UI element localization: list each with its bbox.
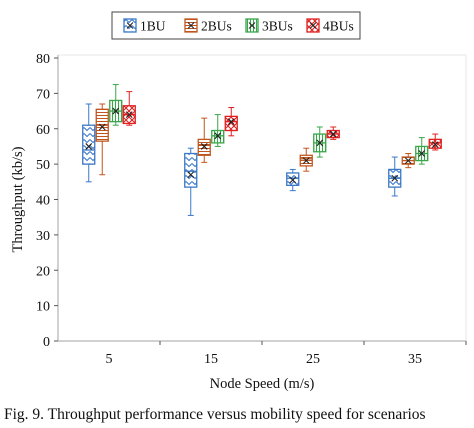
legend-mean-marker [248, 22, 256, 29]
figure-caption: Fig. 9. Throughput performance versus mo… [4, 406, 426, 423]
box-4BUs-25 [326, 126, 340, 140]
box-1BU-5 [82, 103, 96, 183]
mean-marker [329, 130, 337, 138]
box-4BUs-15 [224, 107, 238, 137]
y-axis-title: Throughput (kb/s) [10, 146, 26, 252]
y-tick-label: 20 [36, 264, 50, 279]
legend-label: 1BU [140, 19, 166, 34]
box-1BU-35 [388, 156, 402, 197]
mean-marker [289, 176, 297, 184]
legend-mean-marker [126, 22, 134, 29]
box-groups [82, 84, 442, 216]
mean-marker [391, 174, 399, 182]
mean-marker [125, 111, 133, 118]
plot-border [57, 54, 467, 342]
mean-marker [227, 118, 235, 126]
box-2BUs-15 [197, 117, 211, 163]
box-3BUs-25 [313, 126, 327, 158]
x-tick-label: 35 [408, 352, 422, 367]
y-tick-label: 60 [36, 123, 50, 138]
box-body [428, 138, 442, 149]
box-body [224, 115, 238, 132]
box-2BUs-25 [299, 147, 313, 172]
box-body [211, 129, 225, 144]
y-tick-label: 80 [36, 52, 50, 67]
legend: 1BU 2BUs 3BUs 4BUs [111, 11, 361, 40]
mean-marker [214, 132, 222, 140]
mean-marker [85, 143, 93, 150]
box-body [184, 152, 198, 188]
mean-marker [404, 157, 412, 164]
y-tick-label: 50 [36, 158, 50, 173]
y-tick-label: 30 [36, 229, 50, 244]
mean-marker [112, 107, 120, 115]
mean-marker [418, 150, 426, 157]
x-tick-label: 15 [204, 352, 218, 367]
mean-marker [187, 171, 195, 179]
y-tick-label: 0 [43, 335, 50, 350]
box-4BUs-35 [428, 133, 442, 151]
box-body [197, 138, 211, 156]
axes: 0 10 20 30 40 50 60 70 80 5 15 25 35 [36, 52, 467, 367]
x-tick-label: 5 [106, 352, 113, 367]
legend-label: 3BUs [262, 19, 293, 34]
box-1BU-25 [286, 168, 300, 192]
box-3BUs-35 [415, 137, 429, 165]
mean-marker [316, 139, 324, 147]
mean-marker [302, 157, 310, 164]
box-2BUs-5 [95, 103, 109, 176]
box-3BUs-15 [211, 114, 225, 147]
mean-marker [98, 123, 106, 131]
box-body [286, 172, 300, 186]
legend-label: 4BUs [323, 19, 354, 34]
x-tick-label: 25 [306, 352, 320, 367]
legend-mean-marker [309, 22, 317, 29]
box-4BUs-5 [122, 91, 136, 126]
box-2BUs-35 [401, 153, 415, 169]
mean-marker [431, 141, 439, 149]
y-tick-label: 40 [36, 194, 50, 209]
box-3BUs-5 [109, 84, 123, 126]
axis-labels: Node Speed (m/s) Throughput (kb/s) [10, 146, 315, 392]
box-body [82, 124, 96, 165]
y-tick-label: 10 [36, 300, 50, 315]
mean-marker [200, 143, 208, 150]
legend-label: 2BUs [201, 19, 232, 34]
box-1BU-15 [184, 147, 198, 216]
x-axis-title: Node Speed (m/s) [210, 376, 315, 392]
y-tick-label: 70 [36, 87, 50, 102]
legend-mean-marker [187, 22, 195, 29]
